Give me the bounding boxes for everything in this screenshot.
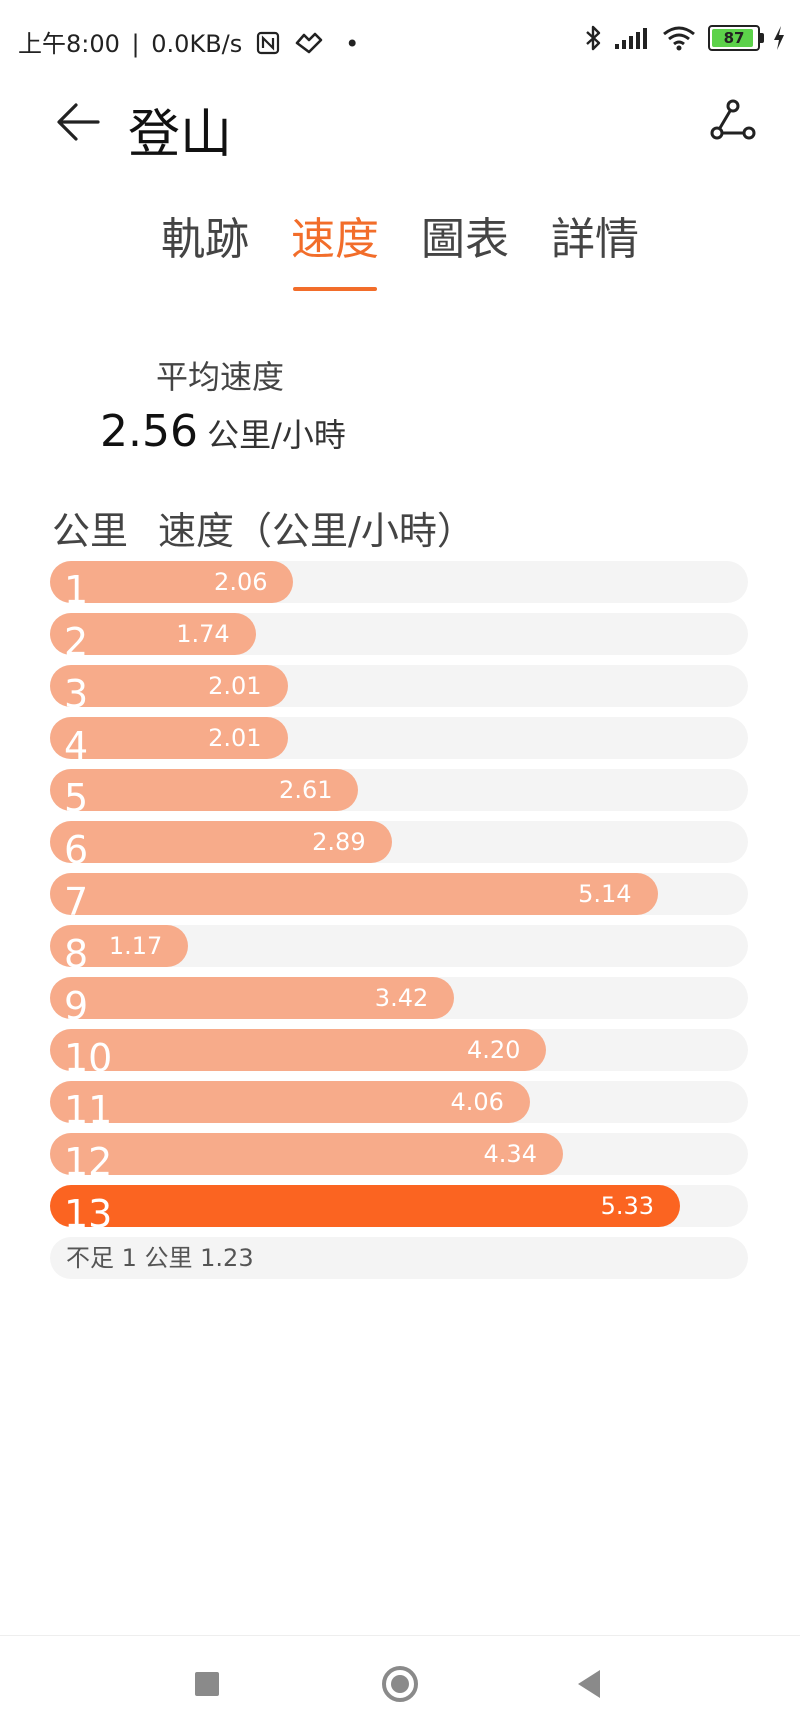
split-bar: 10 4.20 — [50, 1029, 547, 1079]
split-row: 2 1.74 — [50, 613, 748, 663]
split-km-label: 1 — [64, 568, 89, 612]
status-network-speed: 0.0KB/s — [151, 30, 243, 58]
table-header: 公里 速度（公里/小時） — [52, 500, 475, 555]
split-km-label: 10 — [64, 1036, 113, 1080]
remainder-label: 不足 1 公里 1.23 — [66, 1244, 254, 1272]
navigation-bar — [0, 1635, 800, 1734]
split-row: 5 2.61 — [50, 769, 748, 819]
split-speed-value: 5.14 — [578, 880, 632, 908]
split-speed-value: 2.89 — [312, 828, 366, 856]
split-row: 9 3.42 — [50, 977, 748, 1027]
split-km-label: 7 — [64, 880, 89, 924]
nfc-icon — [256, 31, 279, 55]
split-bar: 4 2.01 — [50, 717, 288, 767]
split-speed-value: 1.17 — [108, 932, 163, 960]
header: 登山 — [0, 80, 800, 180]
signal-icon — [615, 28, 647, 49]
split-speed-value: 2.06 — [214, 568, 268, 596]
split-speed-value: 4.06 — [450, 1088, 504, 1116]
split-speed-value: 4.34 — [483, 1140, 537, 1168]
split-speed-value: 2.61 — [279, 776, 333, 804]
split-row: 1 2.06 — [50, 561, 748, 611]
recents-square-icon[interactable] — [195, 1672, 219, 1696]
split-km-label: 12 — [64, 1140, 113, 1184]
split-bar: 2 1.74 — [50, 613, 256, 663]
split-km-label: 4 — [64, 724, 89, 768]
back-button[interactable] — [52, 96, 104, 148]
back-triangle-icon[interactable] — [578, 1670, 600, 1698]
split-km-label: 13 — [64, 1192, 113, 1236]
split-row: 10 4.20 — [50, 1029, 748, 1079]
page-title: 登山 — [128, 105, 233, 165]
split-speed-list: 1 2.06 2 1.74 3 2.01 4 2.01 5 2.61 6 2.89 7 5.14 8 1.17… — [50, 561, 748, 1289]
status-bar: 上午8:00 | 0.0KB/s • 87 — [0, 0, 800, 80]
split-km-label: 3 — [64, 672, 89, 716]
split-speed-value: 2.01 — [208, 672, 262, 700]
column-speed: 速度（公里/小時） — [158, 509, 475, 553]
split-row: 4 2.01 — [50, 717, 748, 767]
split-row: 3 2.01 — [50, 665, 748, 715]
split-row: 12 4.34 — [50, 1133, 748, 1183]
status-right: 87 — [584, 22, 786, 54]
tab-chart[interactable]: 圖表 — [421, 214, 509, 265]
route-button[interactable] — [706, 96, 760, 150]
wifi-icon — [663, 26, 695, 51]
status-left: 上午8:00 | 0.0KB/s • — [18, 24, 359, 59]
split-row: 13 5.33 — [50, 1185, 748, 1235]
battery-icon: 87 — [708, 25, 764, 51]
avg-speed-unit: 公里/小時 — [207, 416, 346, 454]
split-bar: 3 2.01 — [50, 665, 288, 715]
split-bar: 8 1.17 — [50, 925, 189, 975]
split-bar: 5 2.61 — [50, 769, 359, 819]
app-icon — [295, 32, 322, 54]
split-km-label: 2 — [64, 620, 89, 664]
status-time: 上午8:00 — [18, 30, 120, 58]
split-row: 11 4.06 — [50, 1081, 748, 1131]
split-row: 8 1.17 — [50, 925, 748, 975]
battery-tip — [760, 33, 764, 43]
split-bar: 11 4.06 — [50, 1081, 530, 1131]
split-row: 7 5.14 — [50, 873, 748, 923]
split-speed-value: 5.33 — [600, 1192, 654, 1220]
split-bar: 7 5.14 — [50, 873, 658, 923]
split-speed-value: 1.74 — [176, 620, 230, 648]
avg-speed-label: 平均速度 — [156, 358, 285, 396]
status-separator: | — [131, 30, 140, 58]
tab-bar: 軌跡 速度 圖表 詳情 — [0, 205, 800, 291]
arrow-left-icon — [57, 103, 100, 141]
tab-track[interactable]: 軌跡 — [161, 214, 249, 265]
split-row: 6 2.89 — [50, 821, 748, 871]
charging-icon — [774, 26, 784, 50]
battery-fill — [712, 29, 753, 47]
tab-speed[interactable]: 速度 — [289, 205, 381, 291]
remainder-row: 不足 1 公里 1.23 — [50, 1237, 748, 1279]
split-bar: 13 5.33 — [50, 1185, 680, 1235]
avg-speed-row: 2.56 公里/小時 — [100, 406, 346, 457]
split-bar: 12 4.34 — [50, 1133, 563, 1183]
split-bar: 6 2.89 — [50, 821, 392, 871]
column-km: 公里 — [52, 509, 129, 553]
split-km-label: 5 — [64, 776, 89, 820]
battery-level: 87 — [723, 29, 745, 47]
split-bar: 9 3.42 — [50, 977, 455, 1027]
avg-speed-value: 2.56 — [100, 406, 198, 457]
tab-details[interactable]: 詳情 — [551, 214, 639, 265]
split-km-label: 6 — [64, 828, 89, 872]
route-icon — [710, 99, 756, 140]
split-km-label: 8 — [64, 932, 89, 976]
split-speed-value: 2.01 — [208, 724, 262, 752]
split-speed-value: 4.20 — [466, 1036, 521, 1064]
split-km-label: 11 — [64, 1088, 113, 1132]
split-bar: 1 2.06 — [50, 561, 294, 611]
bluetooth-icon — [586, 25, 601, 51]
split-speed-value: 3.42 — [374, 984, 429, 1012]
split-km-label: 9 — [64, 984, 89, 1028]
status-dot: • — [345, 30, 360, 58]
home-circle-icon[interactable] — [382, 1666, 418, 1702]
